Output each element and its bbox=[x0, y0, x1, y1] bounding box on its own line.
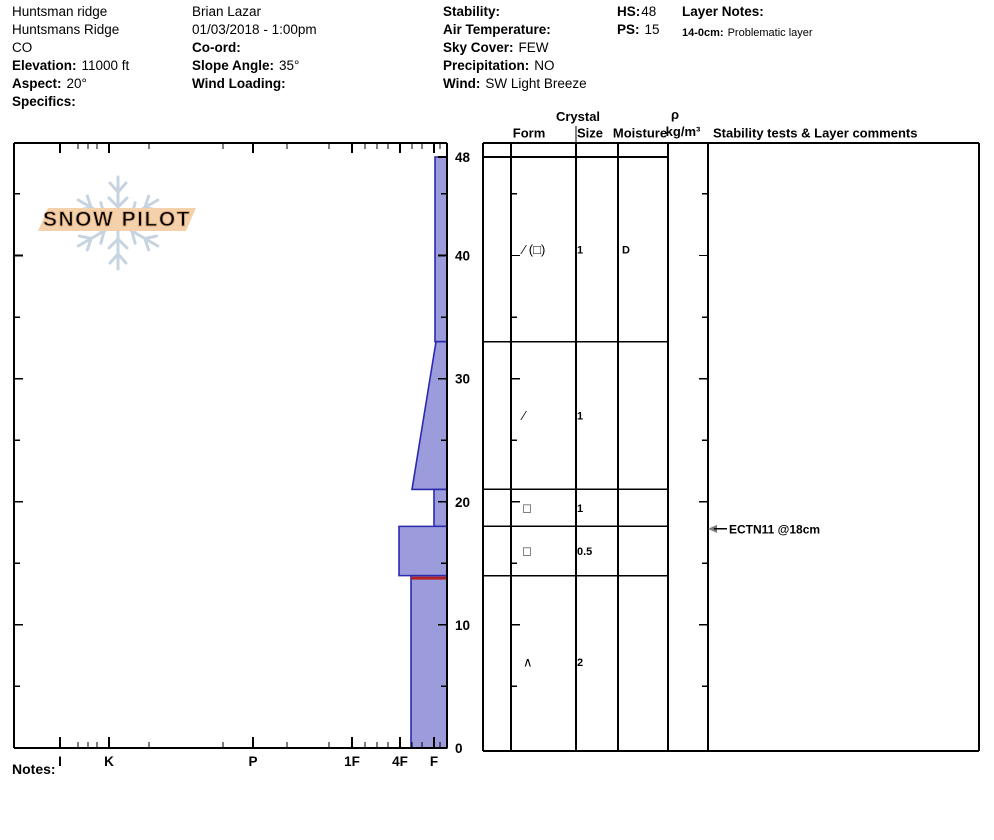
coord-label: Co-ord: bbox=[192, 40, 241, 55]
elevation-value: 11000 ft bbox=[81, 58, 130, 73]
layer-3-form: □ bbox=[523, 500, 531, 515]
stability-test-annotation: ECTN11 @18cm bbox=[708, 522, 820, 536]
depth-label-20: 20 bbox=[455, 495, 470, 510]
depth-label-10: 10 bbox=[455, 618, 470, 633]
snowpilot-logo: SNOW PILOT bbox=[38, 175, 196, 271]
wind-loading: Wind Loading: bbox=[192, 76, 291, 91]
depth-label-0: 0 bbox=[455, 741, 463, 756]
stability-label: Stability: bbox=[443, 4, 501, 19]
depth-label-40: 40 bbox=[455, 249, 470, 264]
layer-3-size: 1 bbox=[577, 503, 583, 515]
elevation-label: Elevation: bbox=[12, 58, 77, 73]
depth-label-30: 30 bbox=[455, 372, 470, 387]
depth-label-48: 48 bbox=[455, 150, 471, 165]
ps: PS: 15 bbox=[617, 22, 660, 37]
chart-frame bbox=[13, 142, 448, 749]
layer-note-range: 14-0cm: bbox=[682, 27, 724, 39]
slope-angle: Slope Angle: 35° bbox=[192, 58, 299, 73]
layer-1-form: ∕ (□) bbox=[520, 242, 545, 257]
state: CO bbox=[12, 40, 33, 55]
observer: Brian Lazar bbox=[192, 4, 262, 19]
aspect: Aspect: 20° bbox=[12, 76, 87, 91]
aspect-label: Aspect: bbox=[12, 76, 62, 91]
wind-label: Wind: bbox=[443, 76, 481, 91]
crystal-header: Crystal bbox=[556, 109, 600, 124]
layer-2-size: 1 bbox=[577, 411, 583, 423]
table-headers: Crystal Form Size Moisture ρ kg/m³ Stability t… bbox=[513, 107, 917, 143]
profile-bars bbox=[398, 156, 448, 749]
density-header-symbol: ρ bbox=[671, 107, 679, 122]
layer-table bbox=[482, 142, 980, 752]
hardness-label-I: I bbox=[58, 754, 62, 769]
notes-label: Notes: bbox=[12, 761, 56, 777]
layer-notes-label: Layer Notes: bbox=[682, 4, 764, 19]
pit-name: Huntsman ridge bbox=[12, 4, 108, 19]
wind-loading-label: Wind Loading: bbox=[192, 76, 286, 91]
layer-bar-1 bbox=[434, 156, 448, 343]
hs-label: HS: bbox=[617, 4, 641, 19]
layer-5-form: ∧ bbox=[523, 654, 533, 669]
hardness-label-P: P bbox=[248, 754, 257, 769]
comments-header: Stability tests & Layer comments bbox=[713, 126, 917, 141]
precipitation-value: NO bbox=[534, 58, 555, 73]
precipitation: Precipitation: NO bbox=[443, 58, 555, 73]
ps-value: 15 bbox=[644, 22, 660, 37]
left-arrow-icon bbox=[708, 524, 717, 533]
layer-note: 14-0cm: Problematic layer bbox=[682, 24, 813, 41]
hardness-label-4F: 4F bbox=[392, 754, 408, 769]
hardness-label-1F: 1F bbox=[344, 754, 360, 769]
layer-4-size: 0.5 bbox=[577, 546, 592, 558]
hardness-label-K: K bbox=[104, 754, 114, 769]
moisture-header: Moisture bbox=[613, 126, 667, 141]
range-name: Huntsmans Ridge bbox=[12, 22, 120, 37]
wind-value: SW Light Breeze bbox=[485, 76, 587, 91]
layer-bar-4 bbox=[398, 525, 448, 577]
density-header-units: kg/m³ bbox=[666, 124, 701, 139]
datetime: 01/03/2018 - 1:00pm bbox=[192, 22, 317, 37]
slope-angle-value: 35° bbox=[279, 58, 300, 73]
problematic-layer-line bbox=[411, 576, 447, 580]
hs: HS:48 bbox=[617, 4, 656, 19]
slope-angle-label: Slope Angle: bbox=[192, 58, 275, 73]
precipitation-label: Precipitation: bbox=[443, 58, 530, 73]
coord: Co-ord: bbox=[192, 40, 246, 55]
layer-bar-3 bbox=[433, 488, 448, 528]
stability: Stability: bbox=[443, 4, 505, 19]
ps-label: PS: bbox=[617, 22, 640, 37]
layer-note-text: Problematic layer bbox=[727, 27, 813, 39]
sky-cover-label: Sky Cover: bbox=[443, 40, 514, 55]
hardness-label-F: F bbox=[430, 754, 438, 769]
layer-2-form: ∕ bbox=[520, 408, 527, 423]
aspect-value: 20° bbox=[66, 76, 87, 91]
elevation: Elevation: 11000 ft bbox=[12, 58, 129, 73]
table-rows: ∕ (□) 1 D ∕ 1 □ 1 □ 0.5 ∧ 2 bbox=[520, 242, 630, 669]
size-header: Size bbox=[577, 126, 603, 141]
logo-band bbox=[38, 208, 196, 231]
sky-cover-value: FEW bbox=[518, 40, 549, 55]
air-temperature: Air Temperature: bbox=[443, 22, 556, 37]
stability-test-label: ECTN11 @18cm bbox=[729, 522, 820, 536]
specifics: Specifics: bbox=[12, 94, 76, 109]
logo-text: SNOW PILOT bbox=[43, 208, 191, 231]
layer-1-size: 1 bbox=[577, 244, 583, 256]
depth-axis: 48 40 30 20 10 0 bbox=[14, 150, 471, 756]
layer-4-form: □ bbox=[523, 544, 531, 559]
specifics-label: Specifics: bbox=[12, 94, 76, 109]
hardness-axis: I K P 1F 4F F bbox=[58, 143, 441, 769]
layer-5-size: 2 bbox=[577, 657, 583, 669]
layer-bar-2 bbox=[411, 340, 448, 491]
air-temperature-label: Air Temperature: bbox=[443, 22, 551, 37]
layer-bar-5 bbox=[410, 574, 448, 749]
layer-1-moisture: D bbox=[622, 244, 630, 256]
sky-cover: Sky Cover: FEW bbox=[443, 40, 549, 55]
wind: Wind: SW Light Breeze bbox=[443, 76, 587, 91]
form-header: Form bbox=[513, 126, 546, 141]
hs-value: 48 bbox=[641, 4, 657, 19]
